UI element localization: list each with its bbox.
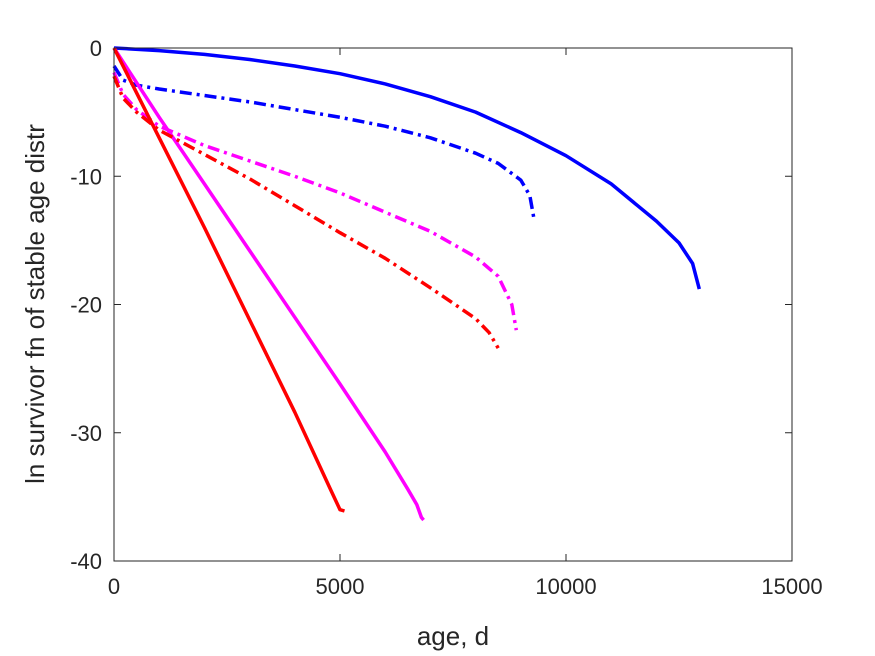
y-tick-label: -40 [70,549,102,574]
x-tick-label: 5000 [316,574,365,599]
x-axis-title: age, d [417,621,489,651]
series-layer [112,46,701,522]
series-line-6 [112,75,500,349]
y-tick-label: 0 [90,36,102,61]
y-tick-label: -30 [70,421,102,446]
plot-area [114,48,792,561]
y-tick-label: -10 [70,164,102,189]
series-line-1 [113,46,701,290]
y-axis-title: ln survivor fn of stable age distr [20,124,50,484]
y-tick-label: -20 [70,293,102,318]
tick-layer: 0 5000 10000 15000 0 -10 -20 -30 -40 [70,36,822,599]
series-line-5 [112,47,345,513]
series-line-3 [112,47,425,522]
x-tick-label: 15000 [761,574,822,599]
x-tick-label: 0 [108,574,120,599]
x-tick-label: 10000 [535,574,596,599]
